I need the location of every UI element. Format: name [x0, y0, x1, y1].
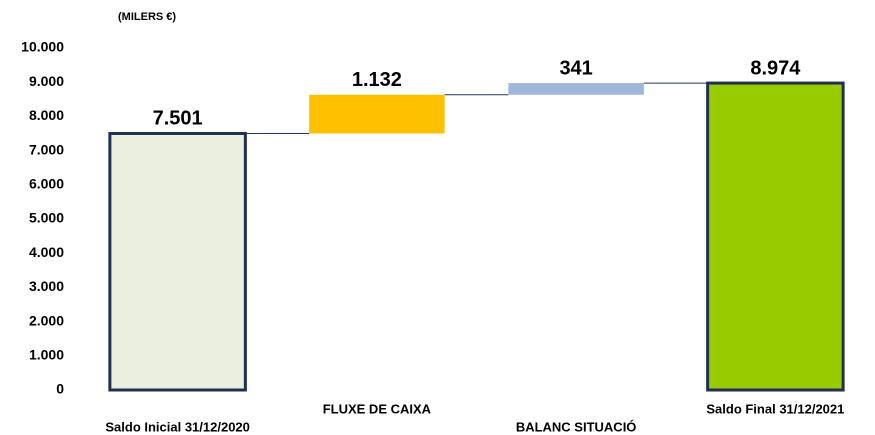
bar: [508, 83, 644, 95]
y-tick-label: 8.000: [29, 107, 64, 123]
y-tick-label: 9.000: [29, 73, 64, 89]
axis-unit-label: (MILERS €): [118, 11, 176, 23]
y-tick-label: 5.000: [29, 210, 64, 226]
y-tick-label: 2.000: [29, 312, 64, 328]
y-tick-label: 10.000: [21, 39, 64, 55]
data-label: 8.974: [750, 57, 801, 79]
data-label: 1.132: [352, 69, 402, 91]
y-tick-label: 6.000: [29, 176, 64, 192]
bar: [309, 94, 445, 134]
y-tick-label: 0: [56, 381, 64, 397]
x-tick-label: Saldo Final 31/12/2021: [706, 401, 844, 416]
y-tick-label: 7.000: [29, 141, 64, 157]
y-tick-label: 1.000: [29, 347, 64, 363]
bar: [706, 81, 845, 392]
bar: [108, 131, 247, 392]
x-tick-label: Saldo Inicial 31/12/2020: [105, 419, 250, 434]
x-tick-label: BALANC SITUACIÓ: [516, 419, 637, 434]
y-tick-label: 3.000: [29, 278, 64, 294]
y-tick-label: 4.000: [29, 244, 64, 260]
data-label: 7.501: [153, 108, 203, 130]
x-tick-label: FLUXE DE CAIXA: [323, 401, 432, 416]
data-label: 341: [559, 57, 592, 79]
